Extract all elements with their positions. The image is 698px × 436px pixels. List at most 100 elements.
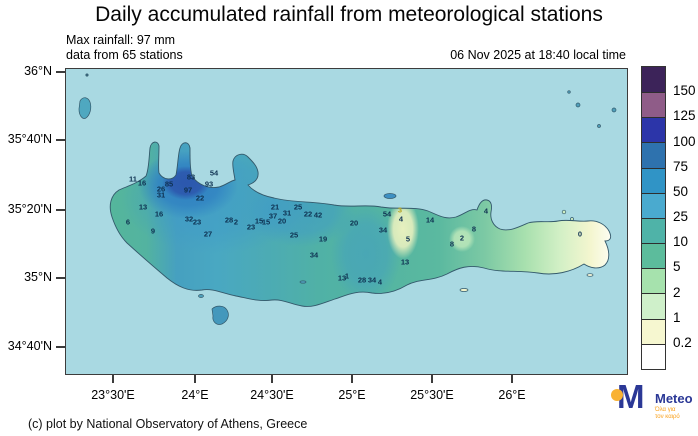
colorbar-segment <box>642 217 665 244</box>
colorbar-tick-label: 150 <box>673 83 696 99</box>
colorbar-segment <box>642 192 665 218</box>
x-tick-label: 23°30'E <box>91 388 135 402</box>
x-tick-label: 25°E <box>338 388 366 402</box>
station-value: 83 <box>186 172 196 182</box>
gavdopoula-island <box>198 294 204 298</box>
station-value: 6 <box>125 217 131 227</box>
y-tick-mark <box>56 139 65 141</box>
logo-brand-text: Meteo <box>655 391 693 406</box>
islet <box>611 107 617 113</box>
station-value: 20 <box>349 218 359 228</box>
map-plot: 11 16 85 26 31 97 83 93 54 22 13 16 6 9 32 23 27 28 2 23 15 1… <box>65 68 628 375</box>
islet <box>85 73 89 77</box>
station-value: 34 <box>367 275 377 285</box>
colorbar-tick-label: 75 <box>673 158 689 174</box>
dia-island <box>383 193 397 199</box>
station-value: 16 <box>154 209 164 219</box>
station-value: 13 <box>138 202 148 212</box>
colorbar-tick-label: 10 <box>673 234 689 250</box>
colorbar-tick-label: 0.2 <box>673 334 692 350</box>
colorbar-tick-label: 100 <box>673 133 696 149</box>
station-value: 28 <box>224 215 234 225</box>
dionysades-islet <box>561 209 567 215</box>
station-value: 8 <box>471 224 477 234</box>
station-value: 9 <box>150 226 156 236</box>
max-rainfall-text: Max rainfall: 97 mm <box>66 33 176 47</box>
islet <box>575 102 581 108</box>
colorbar-segment <box>642 268 665 294</box>
station-value: 85 <box>164 179 174 189</box>
x-tick-mark <box>511 375 513 383</box>
station-value: 11 <box>129 174 137 184</box>
y-tick-mark <box>56 277 65 279</box>
page-title: Daily accumulated rainfall from meteorol… <box>95 3 603 26</box>
paximadia-island <box>299 280 307 284</box>
station-value: 4 <box>377 277 383 287</box>
timestamp-text: 06 Nov 2025 at 18:40 local time <box>450 48 626 62</box>
x-tick-label: 24°E <box>181 388 209 402</box>
y-tick-mark <box>56 346 65 348</box>
station-value: 27 <box>203 229 213 239</box>
station-value: 31 <box>282 208 292 218</box>
colorbar-segment <box>642 293 665 319</box>
station-value: 14 <box>425 215 435 225</box>
station-value: 15 <box>254 216 264 226</box>
y-tick-label: 34°40'N <box>7 339 52 353</box>
colorbar-segment <box>642 318 665 344</box>
y-tick-label: 35°20'N <box>7 202 52 216</box>
x-tick-mark <box>351 375 353 383</box>
station-value: 20 <box>277 216 287 226</box>
station-value: 21 <box>270 202 280 212</box>
station-value: 13 <box>400 257 410 267</box>
station-value: 54 <box>209 168 219 178</box>
colorbar-segment <box>642 243 665 269</box>
station-value: 32 <box>184 214 194 224</box>
station-value: 54 <box>382 209 392 219</box>
station-value: 13 <box>337 273 347 283</box>
station-value: 16 <box>137 178 147 188</box>
station-value: 22 <box>195 193 205 203</box>
colorbar-segment <box>642 117 665 143</box>
colorbar <box>641 66 666 370</box>
meteo-logo: M Meteo Όλα για τον καιρό <box>608 378 698 434</box>
station-value: 22 <box>303 209 313 219</box>
credit-text: (c) plot by National Observatory of Athe… <box>28 417 308 431</box>
station-value: 37 <box>268 211 278 221</box>
stations-count-text: data from 65 stations <box>66 48 183 62</box>
x-tick-label: 26°E <box>498 388 526 402</box>
y-tick-label: 36°N <box>24 64 52 78</box>
station-value: 25 <box>289 230 299 240</box>
crete-map-svg <box>78 73 617 325</box>
antikythera-island <box>78 97 92 119</box>
station-value: 5 <box>405 234 411 244</box>
colorbar-tick-label: 1 <box>673 309 681 325</box>
station-value: 34 <box>309 250 319 260</box>
colorbar-segment <box>642 142 665 168</box>
dionysades-islet <box>570 217 574 221</box>
colorbar-tick-label: 2 <box>673 284 681 300</box>
colorbar-segment <box>642 92 665 118</box>
colorbar-segment <box>642 343 665 369</box>
koufonisi-island <box>586 273 594 277</box>
station-value: 34 <box>378 225 388 235</box>
small-islands <box>78 73 617 325</box>
station-value: 42 <box>313 210 323 220</box>
y-tick-label: 35°N <box>24 270 52 284</box>
x-tick-mark <box>194 375 196 383</box>
station-value: 97 <box>183 185 193 195</box>
x-tick-label: 25°30'E <box>410 388 454 402</box>
station-value: 31 <box>156 190 166 200</box>
x-tick-mark <box>431 375 433 383</box>
colorbar-tick-label: 25 <box>673 209 689 224</box>
station-value: 0 <box>577 229 583 239</box>
station-value: 93 <box>204 179 214 189</box>
station-value: 23 <box>246 222 256 232</box>
y-tick-label: 35°40'N <box>7 132 52 146</box>
station-value: 28 <box>357 275 367 285</box>
x-tick-mark <box>112 375 114 383</box>
station-value: 3 <box>397 205 403 215</box>
logo-tagline-text: Όλα για τον καιρό <box>655 407 680 420</box>
islet <box>597 124 601 128</box>
y-tick-mark <box>56 209 65 211</box>
gavdos-island <box>211 305 229 325</box>
